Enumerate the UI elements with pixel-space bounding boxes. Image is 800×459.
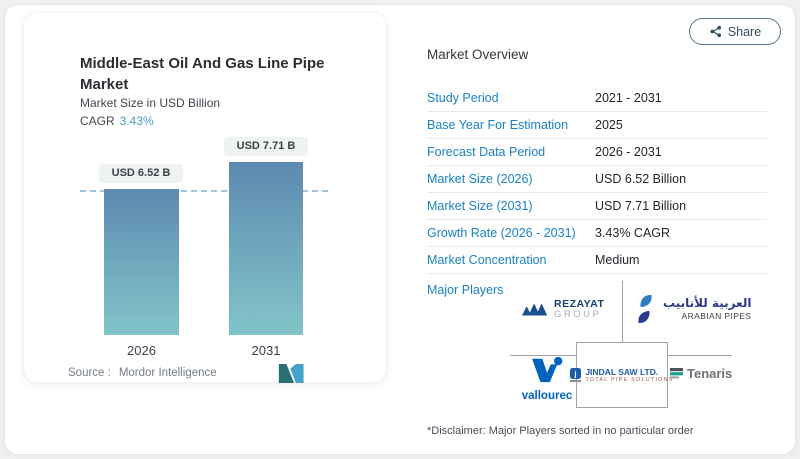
bar-value-label-2026: USD 6.52 B (99, 164, 183, 183)
connector-vertical-line (622, 281, 623, 342)
x-axis-label-2031: 2031 (251, 343, 281, 358)
arabian-pipes-latin-name: ARABIAN PIPES (681, 310, 752, 321)
tenaris-logo: Tenaris (670, 366, 732, 381)
jindal-name: JINDAL SAW LTD. (585, 367, 659, 377)
table-row: Market Size (2026) USD 6.52 Billion (427, 166, 767, 193)
row-value: USD 6.52 Billion (595, 172, 687, 186)
connector-horizontal-line-left (510, 355, 576, 356)
jindal-tagline: TOTAL PIPE SOLUTIONS (585, 377, 674, 383)
cagr-value: 3.43% (119, 114, 154, 128)
rezayat-group-logo: REZAYAT GROUP (522, 298, 604, 320)
source-value: Mordor Intelligence (118, 367, 217, 379)
source-label: Source : (68, 367, 111, 379)
table-row: Base Year For Estimation 2025 (427, 112, 767, 139)
jindal-saw-box: j JINDAL SAW LTD. TOTAL PIPE SOLUTIONS (570, 342, 672, 408)
vallourec-name: vallourec (521, 390, 573, 402)
row-label: Market Concentration (427, 253, 547, 267)
jindal-saw-logo: j JINDAL SAW LTD. TOTAL PIPE SOLUTIONS (570, 367, 673, 383)
chart-card: Middle-East Oil And Gas Line Pipe Market… (23, 12, 387, 383)
chart-subtitle: Market Size in USD Billion (80, 96, 221, 110)
arabian-pipes-arabic-name: العربية للأنابيب (663, 296, 752, 311)
row-value: 3.43% CAGR (595, 226, 671, 240)
row-value: 2021 - 2031 (595, 91, 662, 105)
arabian-pipes-icon (633, 292, 657, 326)
rezayat-name: REZAYAT (554, 298, 605, 310)
mordor-intelligence-logo-icon (278, 364, 312, 388)
bar-2026 (104, 189, 179, 335)
vallourec-v-icon (530, 356, 564, 384)
row-label: Market Size (2031) (427, 199, 533, 213)
chart-title: Middle-East Oil And Gas Line Pipe Market (80, 55, 325, 93)
bar-value-label-2031: USD 7.71 B (224, 137, 308, 156)
share-label: Share (727, 24, 762, 39)
share-button[interactable]: Share (689, 18, 781, 45)
row-value: Medium (595, 253, 640, 267)
arabian-pipes-logo: العربية للأنابيب ARABIAN PIPES (633, 292, 751, 326)
row-label: Study Period (427, 91, 499, 105)
tenaris-bars-icon (670, 368, 683, 379)
row-label: Base Year For Estimation (427, 118, 569, 132)
bar-2031 (229, 162, 303, 335)
table-row: Growth Rate (2026 - 2031) 3.43% CAGR (427, 220, 767, 247)
reference-dashed-line (80, 190, 328, 192)
overview-table: Study Period 2021 - 2031 Base Year For E… (427, 85, 767, 274)
table-row: Market Concentration Medium (427, 247, 767, 274)
rezayat-mountains-icon (522, 302, 550, 316)
row-label: Growth Rate (2026 - 2031) (427, 226, 576, 240)
x-axis-label-2026: 2026 (127, 343, 156, 358)
table-row: Study Period 2021 - 2031 (427, 85, 767, 112)
row-value: 2026 - 2031 (595, 145, 662, 159)
connector-horizontal-line-right (668, 355, 732, 356)
cagr-label: CAGR (80, 114, 115, 128)
row-label: Forecast Data Period (427, 145, 546, 159)
share-icon (709, 25, 722, 38)
table-row: Market Size (2031) USD 7.71 Billion (427, 193, 767, 220)
table-row: Forecast Data Period 2026 - 2031 (427, 139, 767, 166)
rezayat-group-text: GROUP (554, 309, 602, 320)
major-players-label: Major Players (427, 283, 504, 297)
tenaris-name: Tenaris (687, 366, 733, 381)
vallourec-logo: vallourec (518, 356, 576, 402)
svg-text:j: j (574, 370, 577, 379)
cagr-line: CAGR 3.43% (80, 114, 154, 128)
row-value: USD 7.71 Billion (595, 199, 687, 213)
row-label: Market Size (2026) (427, 172, 533, 186)
overview-title: Market Overview (427, 47, 529, 62)
jindal-icon: j (570, 368, 582, 382)
market-overview-panel: Market Overview Study Period 2021 - 2031… (427, 0, 783, 459)
row-value: 2025 (595, 118, 623, 132)
source-row: Source : Mordor Intelligence (68, 367, 217, 379)
disclaimer-text: *Disclaimer: Major Players sorted in no … (427, 425, 694, 437)
